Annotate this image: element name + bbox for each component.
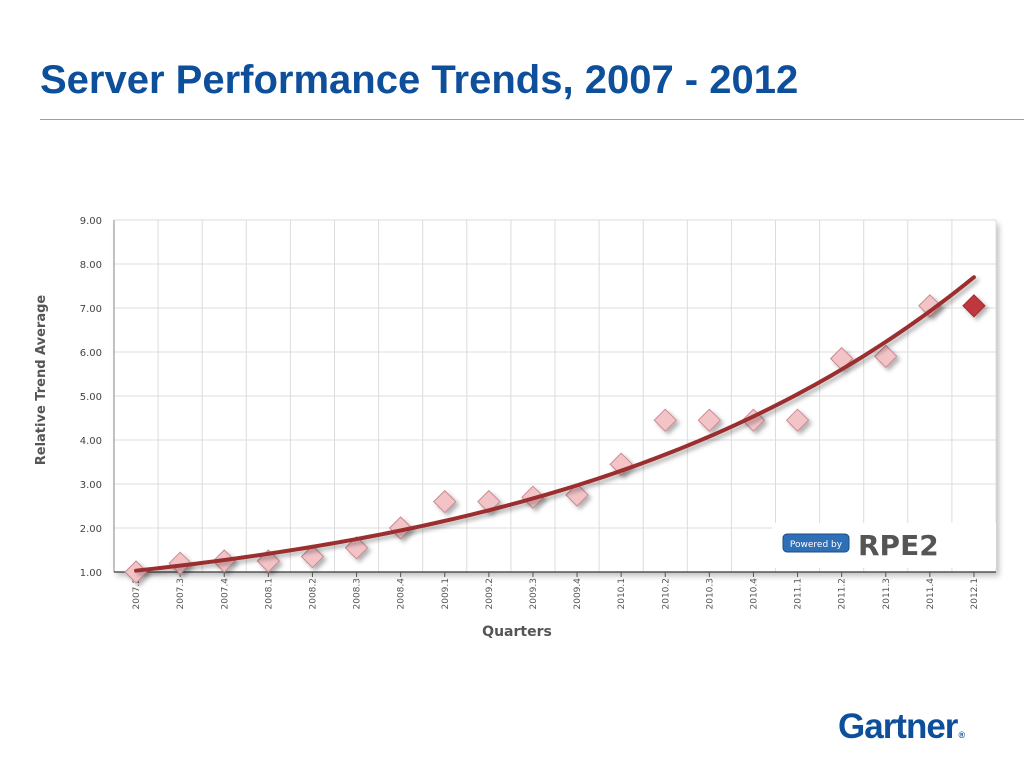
title-divider	[40, 119, 1024, 120]
data-point	[565, 483, 589, 507]
y-tick-label: 6.00	[80, 348, 102, 359]
x-tick-label: 2007.2	[132, 578, 142, 610]
data-point	[477, 489, 501, 514]
powered-by-pill	[782, 533, 850, 553]
x-tick-label: 2008.1	[264, 578, 274, 610]
logo-name: Gartner	[838, 707, 958, 746]
data-point	[300, 544, 325, 569]
y-axis-label: Relative Trend Average	[34, 295, 49, 466]
x-tick-label: 2007.4	[220, 578, 230, 610]
x-tick-label: 2009.4	[573, 578, 583, 610]
x-tick-label: 2007.3	[176, 578, 186, 610]
rpe2-badge: Powered by RPE2	[772, 523, 996, 568]
x-tick-label: 2011.3	[882, 578, 892, 610]
x-tick-label: 2008.4	[397, 578, 407, 610]
y-tick-label: 1.00	[80, 568, 102, 579]
y-tick-label: 9.00	[80, 216, 102, 227]
rpe2-brand: RPE2	[858, 529, 939, 562]
x-tick-label: 2008.2	[308, 578, 318, 610]
data-point	[697, 408, 722, 432]
data-point	[785, 408, 810, 432]
y-axis-ticks: 1.00 2.00 3.00 4.00 5.00 6.00 7.00 8.00 9.00	[80, 216, 102, 579]
x-tick-label: 2009.3	[529, 578, 539, 610]
x-tick-label: 2008.3	[353, 578, 363, 610]
data-point	[344, 536, 369, 560]
data-point	[962, 294, 986, 318]
x-axis-label: Quarters	[482, 624, 552, 640]
gartner-logo: Gartner®	[838, 707, 965, 747]
slide-title: Server Performance Trends, 2007 - 2012	[40, 58, 799, 102]
x-tick-label: 2011.4	[926, 578, 936, 610]
x-tick-label: 2010.2	[661, 578, 671, 610]
x-tick-label: 2011.1	[794, 578, 804, 610]
data-point	[168, 551, 192, 575]
y-tick-label: 2.00	[80, 524, 102, 535]
y-tick-label: 8.00	[80, 260, 102, 271]
x-tick-label: 2010.4	[749, 578, 759, 610]
data-point	[918, 294, 942, 318]
y-tick-label: 5.00	[80, 392, 102, 403]
y-tick-label: 7.00	[80, 304, 102, 315]
x-tick-label: 2009.2	[485, 578, 495, 610]
x-tick-label: 2010.1	[617, 578, 627, 610]
trend-line	[134, 275, 976, 573]
x-tick-label: 2011.2	[838, 578, 848, 610]
y-tick-label: 4.00	[80, 436, 102, 447]
data-point	[874, 344, 898, 369]
y-tick-label: 3.00	[80, 480, 102, 491]
x-axis-ticks: 2007.2 2007.3 2007.4 2008.1 2008.2 2008.3 2008…	[132, 572, 980, 610]
x-tick-label: 2009.1	[441, 578, 451, 610]
x-tick-label: 2010.3	[705, 578, 715, 610]
x-tick-label: 2012.1	[970, 578, 980, 610]
grid-lines	[113, 219, 997, 573]
data-point	[433, 489, 457, 514]
powered-by-text: Powered by	[790, 540, 843, 550]
data-point	[653, 408, 677, 432]
registered-mark: ®	[958, 730, 966, 740]
